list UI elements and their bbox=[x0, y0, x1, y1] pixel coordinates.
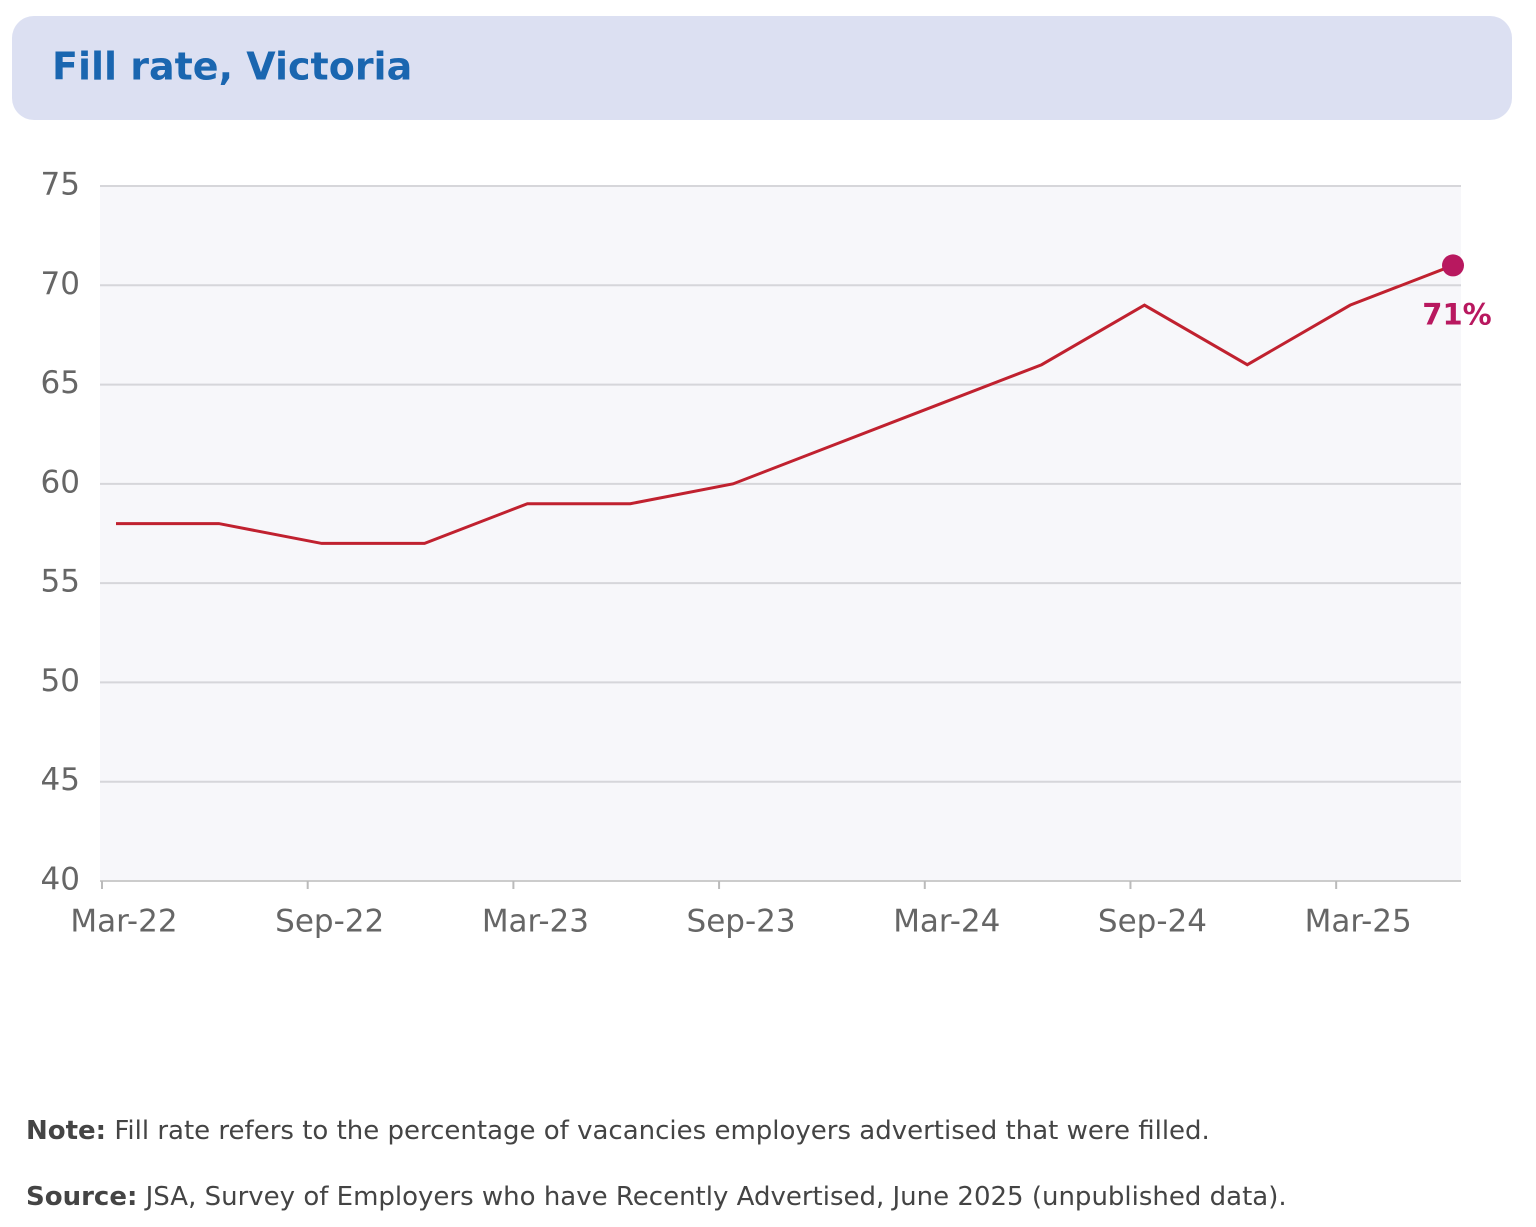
value-label: 71% bbox=[1422, 297, 1491, 331]
x-tick-label: Mar-25 bbox=[1305, 904, 1412, 940]
note-label: Note: bbox=[26, 1116, 106, 1146]
header-box bbox=[12, 16, 1512, 120]
y-tick-label: 60 bbox=[41, 464, 80, 500]
x-tick-label: Mar-24 bbox=[893, 904, 1000, 940]
y-tick-label: 55 bbox=[41, 564, 80, 600]
y-tick-label: 65 bbox=[41, 365, 80, 401]
y-tick-label: 50 bbox=[41, 663, 80, 699]
chart-title: Fill rate, Victoria bbox=[52, 45, 412, 89]
end-point bbox=[1442, 254, 1464, 277]
y-tick-label: 70 bbox=[41, 266, 80, 302]
x-tick-label: Sep-22 bbox=[275, 904, 384, 940]
source-text: JSA, Survey of Employers who have Recent… bbox=[137, 1182, 1286, 1212]
plot-area bbox=[100, 186, 1461, 881]
y-tick-label: 75 bbox=[41, 167, 80, 203]
note-text: Fill rate refers to the percentage of va… bbox=[106, 1116, 1210, 1146]
y-tick-label: 45 bbox=[41, 762, 80, 798]
source-label: Source: bbox=[26, 1182, 137, 1212]
x-tick-label: Mar-22 bbox=[70, 904, 177, 940]
note: Note: Fill rate refers to the percentage… bbox=[26, 1116, 1210, 1146]
y-tick-label: 40 bbox=[41, 862, 80, 898]
x-tick-label: Sep-24 bbox=[1098, 904, 1207, 940]
x-tick-label: Sep-23 bbox=[687, 904, 796, 940]
source: Source: JSA, Survey of Employers who hav… bbox=[26, 1182, 1287, 1212]
line bbox=[116, 264, 1454, 545]
x-tick-label: Mar-23 bbox=[482, 904, 589, 940]
